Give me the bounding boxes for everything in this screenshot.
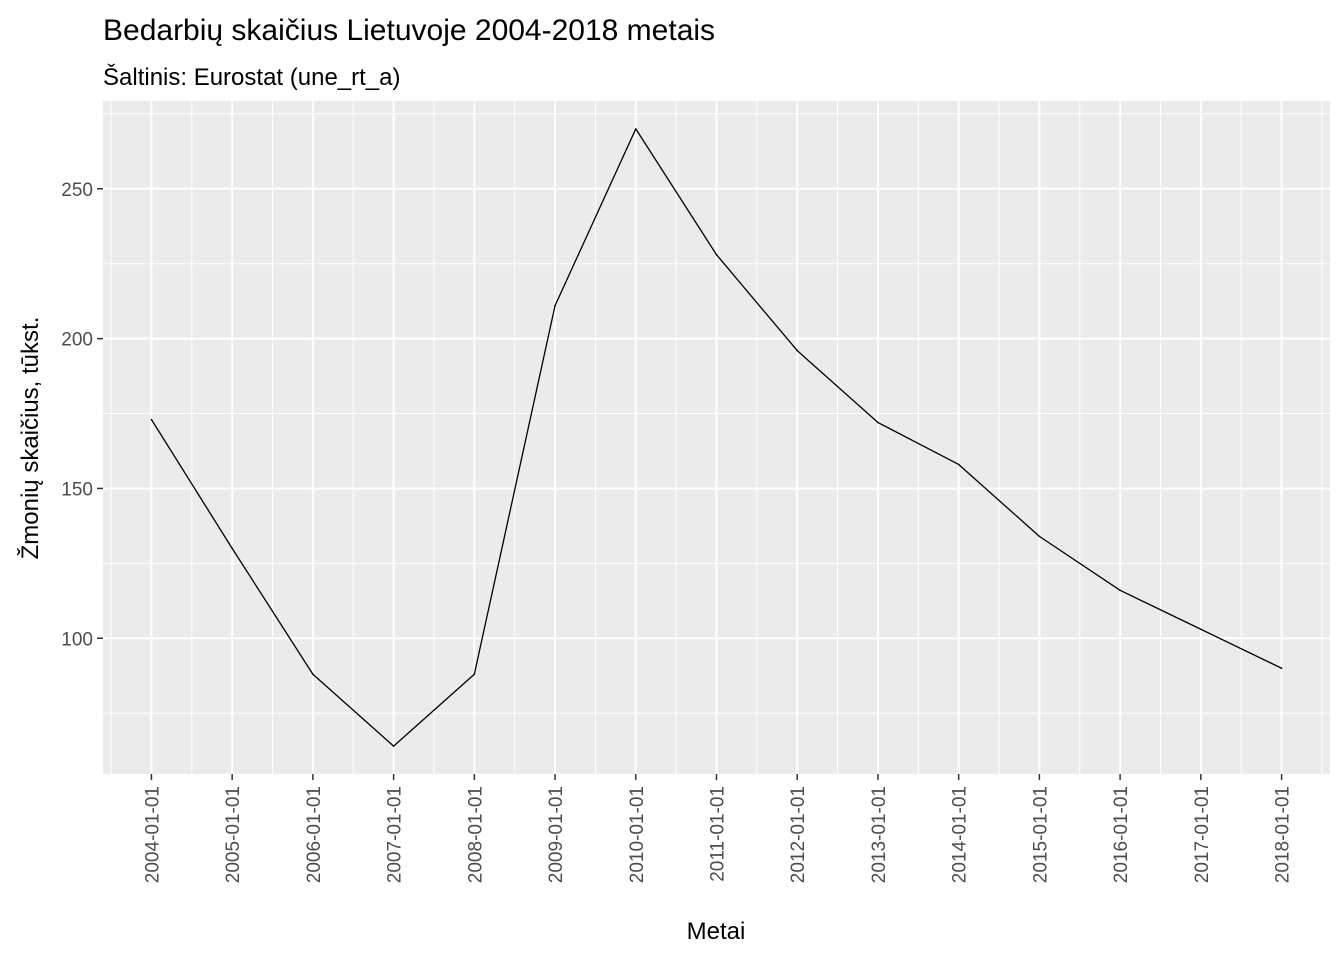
data-point [150, 418, 153, 421]
x-tick-label: 2018-01-01 [1273, 786, 1294, 883]
x-tick-label: 2014-01-01 [950, 786, 971, 883]
y-tick-label: 200 [61, 330, 93, 351]
y-tick-label: 100 [61, 629, 93, 650]
x-tick-label: 2008-01-01 [465, 786, 486, 883]
data-point [554, 304, 556, 307]
grid-major [103, 101, 1330, 774]
x-tick-label: 2006-01-01 [304, 786, 325, 883]
chart-title: Bedarbių skaičius Lietuvoje 2004-2018 me… [103, 14, 715, 47]
series-layer [150, 128, 1283, 747]
y-tick-label: 250 [61, 180, 93, 201]
x-tick-label: 2013-01-01 [869, 786, 890, 883]
x-tick-label: 2005-01-01 [223, 786, 244, 883]
x-tick-label: 2017-01-01 [1192, 786, 1213, 883]
data-point [392, 745, 395, 747]
data-point [957, 463, 960, 466]
x-tick-label: 2004-01-01 [142, 786, 163, 883]
y-axis-title: Žmonių skaičius, tūkst. [17, 317, 44, 560]
x-axis-title: Metai [687, 918, 746, 945]
x-tick-label: 2010-01-01 [627, 786, 648, 883]
data-point [1038, 535, 1041, 538]
x-tick-label: 2009-01-01 [546, 786, 567, 883]
x-tick-label: 2016-01-01 [1111, 786, 1132, 883]
y-axis: 100 150 200 250 [61, 180, 103, 650]
y-tick-label: 150 [61, 479, 93, 500]
data-point [877, 421, 879, 424]
grid-minor [103, 101, 1330, 774]
data-point [231, 547, 233, 550]
data-point [473, 673, 476, 676]
data-point [1280, 667, 1283, 670]
data-point [312, 673, 314, 676]
data-point [715, 253, 718, 256]
x-tick-label: 2007-01-01 [385, 786, 406, 883]
x-axis: 2004-01-01 2005-01-01 2006-01-01 2007-01-01… [142, 774, 1294, 883]
data-point [1200, 628, 1202, 631]
data-point [1119, 589, 1121, 592]
x-tick-label: 2012-01-01 [788, 786, 809, 883]
x-tick-label: 2015-01-01 [1030, 786, 1051, 883]
x-tick-label: 2011-01-01 [708, 786, 729, 882]
data-point [796, 349, 799, 352]
chart-subtitle: Šaltinis: Eurostat (une_rt_a) [103, 63, 400, 91]
data-point [634, 128, 637, 130]
